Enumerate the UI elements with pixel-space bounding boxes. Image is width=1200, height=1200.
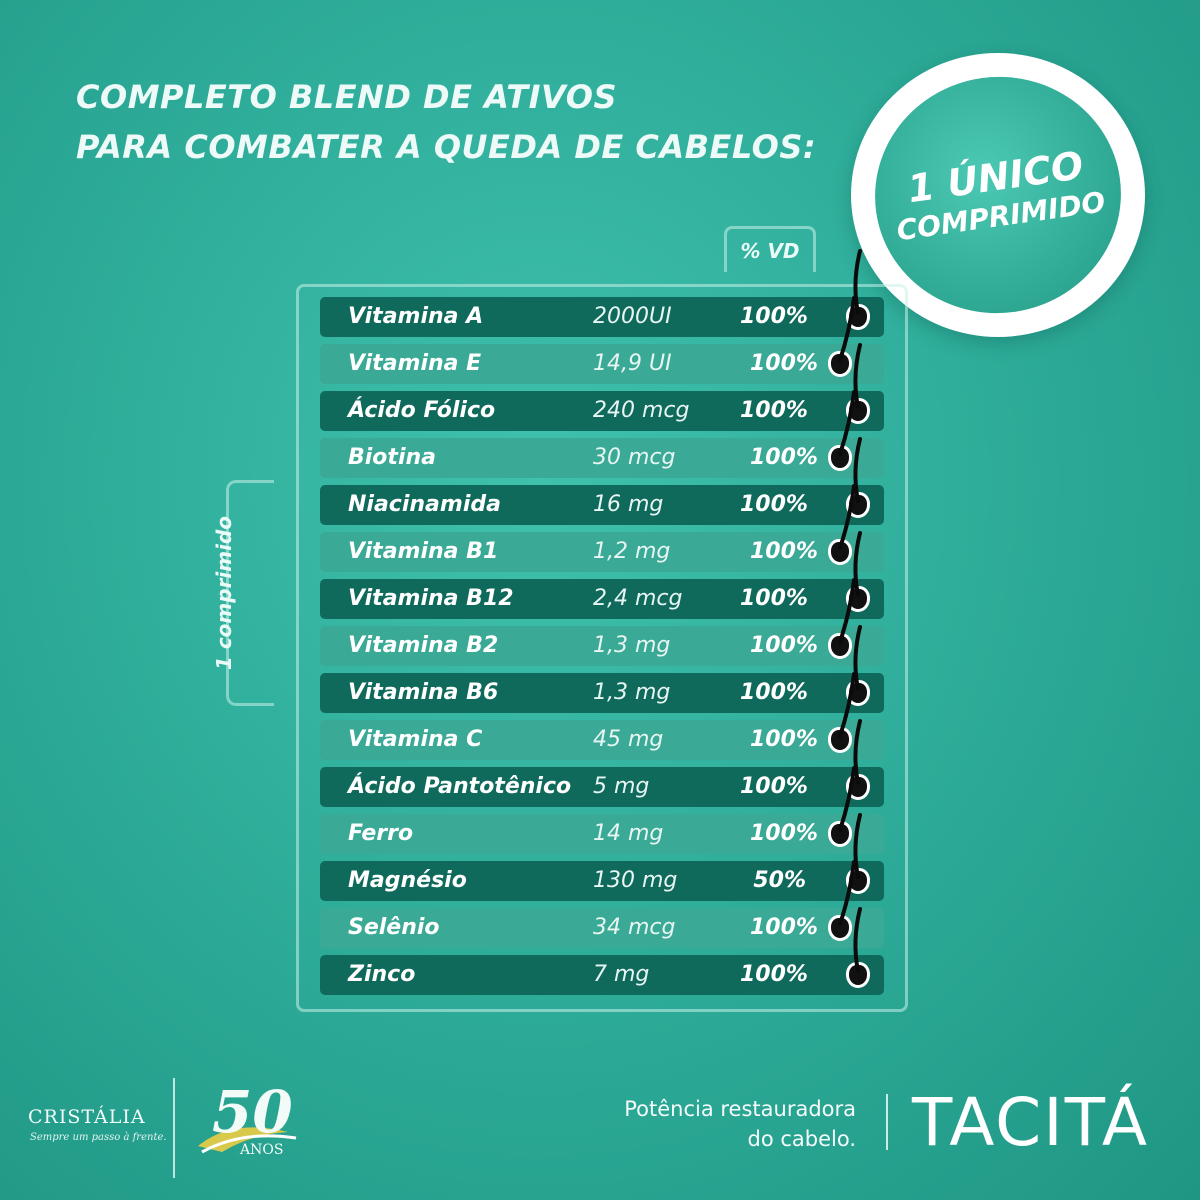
vd-column-header: % VD (724, 226, 816, 272)
table-row: Ferro 14 mg 100% (320, 814, 884, 854)
hair-follicle-icon (828, 727, 852, 753)
nutrient-daily-value: 100% (740, 774, 808, 799)
fifty-years-logo: 50 ANOS (192, 1082, 312, 1168)
nutrient-amount: 14 mg (593, 821, 664, 846)
hair-follicle-icon (846, 586, 870, 612)
nutrient-daily-value: 100% (740, 304, 808, 329)
nutrient-amount: 45 mg (593, 727, 664, 752)
nutrient-name: Biotina (348, 445, 436, 470)
nutrient-daily-value: 100% (740, 492, 808, 517)
table-row: Vitamina B12 2,4 mcg 100% (320, 579, 884, 619)
slogan: Potência restauradora do cabelo. (560, 1094, 856, 1154)
table-row: Vitamina B2 1,3 mg 100% (320, 626, 884, 666)
hair-follicle-icon (846, 398, 870, 424)
nutrient-name: Vitamina B2 (348, 633, 499, 658)
nutrient-name: Ácido Pantotênico (348, 774, 572, 799)
nutrient-daily-value: 100% (750, 633, 818, 658)
hair-follicle-icon (846, 868, 870, 894)
nutrient-daily-value: 100% (740, 680, 808, 705)
nutrient-name: Vitamina C (348, 727, 483, 752)
side-bracket (226, 480, 274, 706)
nutrient-amount: 2,4 mcg (593, 586, 683, 611)
nutrient-daily-value: 100% (750, 445, 818, 470)
nutrient-name: Magnésio (348, 868, 467, 893)
nutrient-name: Selênio (348, 915, 440, 940)
nutrient-amount: 240 mcg (593, 398, 690, 423)
nutrient-amount: 1,2 mg (593, 539, 671, 564)
footer-divider-right (886, 1094, 888, 1150)
nutrient-daily-value: 100% (750, 915, 818, 940)
nutrient-daily-value: 100% (750, 727, 818, 752)
nutrient-daily-value: 100% (740, 398, 808, 423)
hair-follicle-icon (846, 774, 870, 800)
slogan-line-2: do cabelo. (747, 1127, 856, 1151)
hair-follicle-icon (828, 539, 852, 565)
table-row: Zinco 7 mg 100% (320, 955, 884, 995)
hair-follicle-icon (846, 492, 870, 518)
table-row: Selênio 34 mcg 100% (320, 908, 884, 948)
hair-follicle-icon (828, 633, 852, 659)
nutrient-amount: 1,3 mg (593, 680, 671, 705)
nutrient-amount: 14,9 UI (593, 351, 672, 376)
nutrient-amount: 16 mg (593, 492, 664, 517)
cristalia-logo: CRISTÁLIA Sempre um passo à frente. (28, 1080, 328, 1190)
nutrient-name: Vitamina B12 (348, 586, 514, 611)
nutrient-table: Vitamina A 2000UI 100% Vitamina E 14,9 UI 100… (320, 297, 884, 1002)
nutrient-name: Niacinamida (348, 492, 501, 517)
nutrient-daily-value: 100% (750, 821, 818, 846)
hair-follicle-icon (828, 821, 852, 847)
nutrient-amount: 5 mg (593, 774, 650, 799)
hair-follicle-icon (828, 445, 852, 471)
table-row: Ácido Pantotênico 5 mg 100% (320, 767, 884, 807)
table-row: Vitamina A 2000UI 100% (320, 297, 884, 337)
nutrient-name: Vitamina A (348, 304, 484, 329)
table-row: Vitamina E 14,9 UI 100% (320, 344, 884, 384)
hair-follicle-icon (846, 304, 870, 330)
nutrient-name: Ácido Fólico (348, 398, 496, 423)
table-row: Niacinamida 16 mg 100% (320, 485, 884, 525)
nutrient-name: Vitamina E (348, 351, 482, 376)
nutrient-daily-value: 100% (750, 351, 818, 376)
nutrient-amount: 130 mg (593, 868, 678, 893)
headline-line-1: COMPLETO BLEND DE ATIVOS (76, 78, 617, 116)
nutrient-daily-value: 100% (740, 962, 808, 987)
nutrient-name: Vitamina B1 (348, 539, 499, 564)
nutrient-name: Ferro (348, 821, 414, 846)
fifty-anos: ANOS (240, 1142, 284, 1158)
nutrient-daily-value: 100% (740, 586, 808, 611)
nutrient-name: Vitamina B6 (348, 680, 499, 705)
hair-follicle-icon (828, 351, 852, 377)
table-row: Vitamina B1 1,2 mg 100% (320, 532, 884, 572)
table-row: Ácido Fólico 240 mcg 100% (320, 391, 884, 431)
nutrient-amount: 7 mg (593, 962, 650, 987)
slogan-line-1: Potência restauradora (624, 1097, 856, 1121)
hair-follicle-icon (846, 680, 870, 706)
cristalia-name: CRISTÁLIA (28, 1106, 146, 1128)
tacita-logo: TACITÁ (912, 1084, 1150, 1161)
fifty-swoosh-icon (198, 1127, 297, 1154)
nutrient-amount: 34 mcg (593, 915, 676, 940)
nutrient-daily-value: 100% (750, 539, 818, 564)
nutrient-name: Zinco (348, 962, 416, 987)
nutrient-amount: 1,3 mg (593, 633, 671, 658)
headline-line-2: PARA COMBATER A QUEDA DE CABELOS: (76, 128, 817, 166)
nutrient-amount: 30 mcg (593, 445, 676, 470)
table-row: Vitamina B6 1,3 mg 100% (320, 673, 884, 713)
headline: COMPLETO BLEND DE ATIVOS PARA COMBATER A… (76, 72, 816, 172)
nutrient-amount: 2000UI (593, 304, 672, 329)
table-row: Vitamina C 45 mg 100% (320, 720, 884, 760)
nutrient-daily-value: 50% (753, 868, 806, 893)
table-frame (296, 284, 908, 1012)
hair-follicle-icon (828, 915, 852, 941)
hair-follicle-icon (846, 962, 870, 988)
cristalia-tagline: Sempre um passo à frente. (30, 1132, 167, 1143)
table-row: Magnésio 130 mg 50% (320, 861, 884, 901)
fifty-number: 50 (212, 1078, 293, 1146)
footer-divider-left (173, 1078, 175, 1178)
table-row: Biotina 30 mcg 100% (320, 438, 884, 478)
per-tablet-label: 1 comprimido (212, 515, 236, 671)
